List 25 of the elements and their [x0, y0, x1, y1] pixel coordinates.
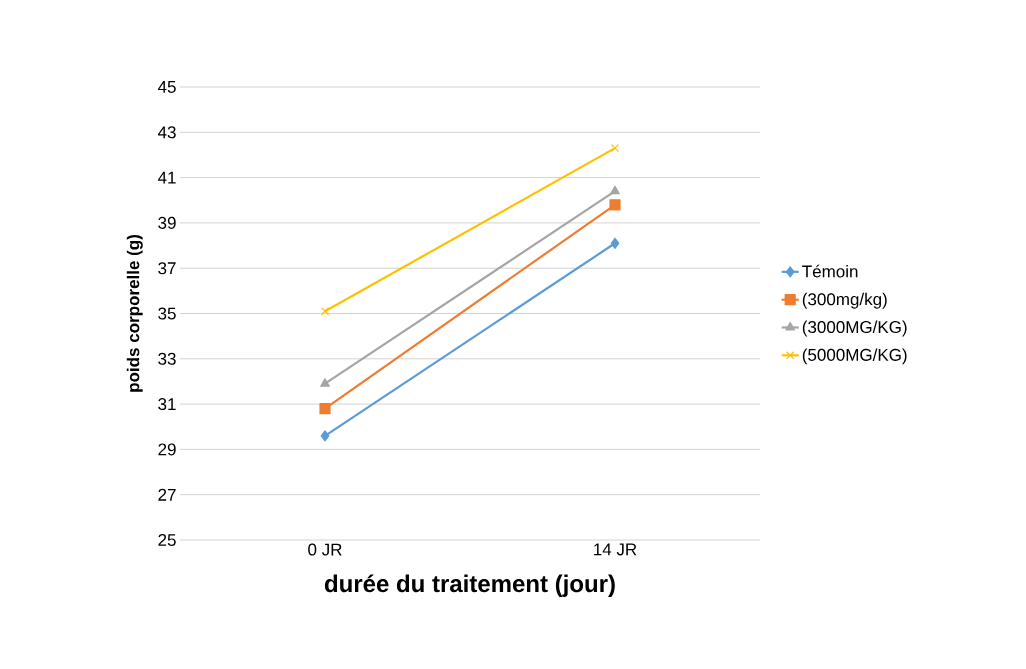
y-tick-label: 39	[158, 216, 176, 229]
y-axis-title: poids corporelle (g)	[126, 235, 143, 392]
point	[609, 199, 621, 211]
y-tick-label: 37	[158, 262, 176, 275]
y-tick-label: 45	[157, 81, 176, 93]
y-tick-label: 35	[158, 307, 176, 320]
y-tick-label: 31	[158, 398, 176, 411]
point	[610, 144, 620, 153]
y-tick-label: 29	[158, 443, 176, 456]
legend-label: (5000MG/KG)	[802, 348, 907, 365]
x-tick-label: 0 JR	[308, 543, 342, 556]
legend-label: (300mg/kg)	[802, 292, 887, 309]
x-axis-title: durée du traitement (jour)	[324, 574, 615, 597]
x-tick-label: 14 JR	[594, 543, 637, 556]
point	[320, 307, 330, 316]
point	[319, 403, 331, 415]
point	[610, 237, 620, 249]
y-tick-label: 25	[158, 533, 176, 547]
y-tick-label: 41	[157, 171, 176, 184]
y-tick-label: 27	[158, 488, 176, 501]
y-tick-label: 43	[157, 126, 176, 139]
legend-label: (3000MG/KG)	[802, 320, 907, 337]
y-tick-label: 33	[158, 352, 176, 365]
legend-label: Témoin	[802, 264, 858, 278]
point	[320, 430, 330, 442]
